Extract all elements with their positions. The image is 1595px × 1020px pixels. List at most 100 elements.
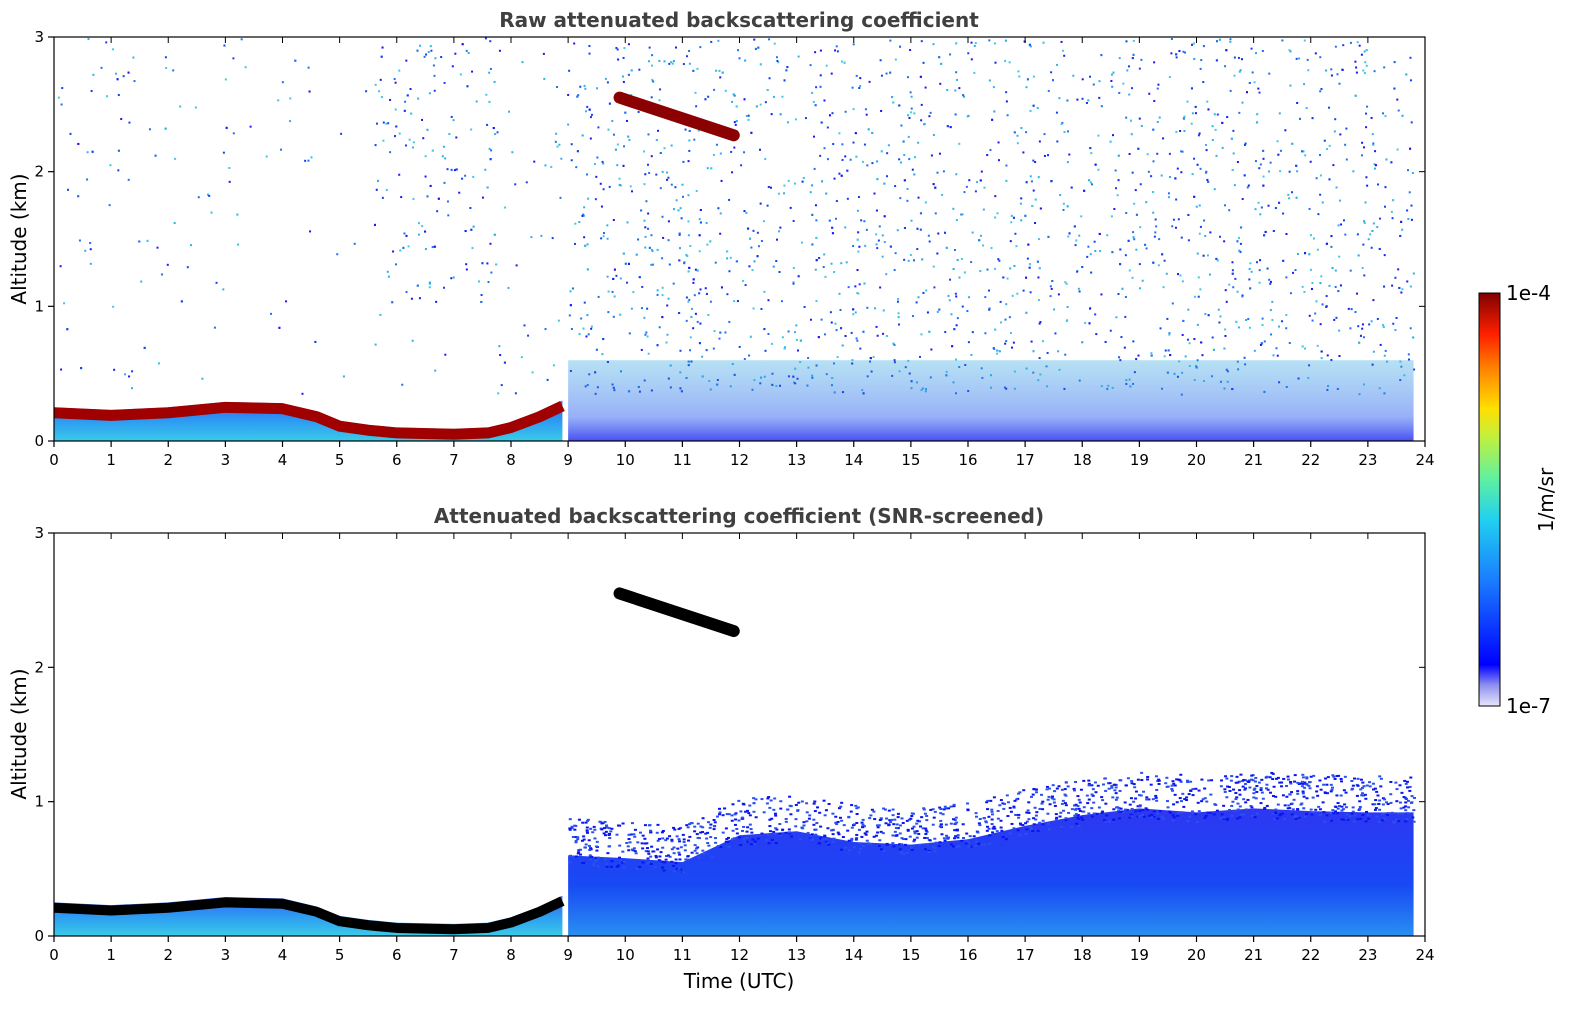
noise-pixel	[759, 63, 762, 66]
noise-pixel	[666, 304, 669, 307]
noise-pixel	[1162, 286, 1165, 289]
noise-pixel	[417, 233, 420, 236]
screened-pixel	[1242, 778, 1246, 781]
noise-pixel	[407, 245, 410, 248]
noise-pixel	[232, 132, 235, 135]
noise-pixel	[824, 333, 827, 336]
noise-pixel	[1144, 243, 1147, 246]
screened-pixel	[1206, 811, 1210, 814]
noise-pixel	[894, 58, 897, 61]
screened-pixel	[850, 837, 854, 840]
screened-pixel	[1014, 813, 1018, 816]
noise-pixel	[1363, 72, 1366, 75]
noise-pixel	[829, 311, 832, 314]
screened-pixel	[634, 852, 638, 855]
screened-pixel	[1220, 779, 1224, 782]
noise-pixel	[1013, 131, 1016, 134]
noise-pixel	[993, 347, 996, 350]
noise-pixel	[240, 38, 243, 41]
screened-pixel	[748, 804, 752, 807]
noise-pixel	[1022, 151, 1025, 154]
noise-pixel	[1120, 336, 1123, 339]
noise-pixel	[1262, 157, 1265, 160]
noise-pixel	[670, 183, 673, 186]
x-tick-label: 5	[335, 451, 345, 469]
noise-pixel	[743, 151, 746, 154]
screened-pixel	[1329, 819, 1333, 822]
x-tick-label: 21	[1244, 451, 1263, 469]
noise-pixel	[838, 132, 841, 135]
screened-pixel	[1139, 794, 1143, 797]
x-tick-label: 21	[1244, 946, 1263, 964]
noise-pixel	[1200, 341, 1203, 344]
noise-pixel	[454, 52, 457, 55]
screened-pixel	[571, 836, 575, 839]
screened-pixel	[687, 839, 691, 842]
screened-pixel	[621, 861, 625, 864]
noise-pixel	[695, 105, 698, 108]
noise-pixel	[310, 156, 313, 159]
screened-pixel	[1250, 778, 1254, 781]
screened-pixel	[615, 833, 619, 836]
noise-pixel	[879, 286, 882, 289]
screened-pixel	[910, 814, 914, 817]
screened-pixel	[742, 825, 746, 828]
noise-pixel	[663, 60, 666, 63]
noise-pixel	[1112, 71, 1115, 74]
noise-pixel	[395, 263, 398, 266]
screened-pixel	[1180, 800, 1184, 803]
noise-pixel	[1248, 326, 1251, 329]
screened-pixel	[1064, 781, 1068, 784]
screened-pixel	[1246, 798, 1250, 801]
noise-pixel	[991, 118, 994, 121]
screened-pixel	[784, 831, 788, 834]
screened-pixel	[784, 817, 788, 820]
screened-pixel	[1241, 813, 1245, 816]
noise-pixel	[680, 217, 683, 220]
screened-pixel	[1142, 790, 1146, 793]
noise-pixel	[1294, 269, 1297, 272]
screened-pixel	[1374, 807, 1378, 810]
noise-pixel	[1365, 64, 1368, 67]
noise-pixel	[1296, 170, 1299, 173]
noise-pixel	[381, 196, 384, 199]
noise-pixel	[379, 78, 382, 81]
screened-pixel	[847, 839, 851, 842]
noise-pixel	[883, 241, 886, 244]
screened-pixel	[1060, 788, 1064, 791]
noise-pixel	[844, 334, 847, 337]
screened-pixel	[1070, 808, 1074, 811]
screened-pixel	[1186, 820, 1190, 823]
screened-pixel	[1114, 792, 1118, 795]
noise-pixel	[1282, 259, 1285, 262]
noise-pixel	[1282, 212, 1285, 215]
screened-pixel	[770, 838, 774, 841]
noise-pixel	[1089, 307, 1092, 310]
noise-pixel	[949, 126, 952, 129]
noise-pixel	[1296, 101, 1299, 104]
noise-pixel	[626, 221, 629, 224]
noise-pixel	[1181, 150, 1184, 153]
noise-pixel	[1113, 207, 1116, 210]
screened-pixel	[1185, 796, 1189, 799]
noise-pixel	[556, 145, 559, 148]
screened-pixel	[1125, 808, 1129, 811]
screened-pixel	[1272, 785, 1276, 788]
screened-pixel	[1253, 787, 1257, 790]
noise-pixel	[1274, 207, 1277, 210]
noise-pixel	[881, 234, 884, 237]
screened-pixel	[1177, 778, 1181, 781]
noise-pixel	[621, 75, 624, 78]
noise-pixel	[1094, 250, 1097, 253]
screened-pixel	[1234, 798, 1238, 801]
screened-pixel	[600, 822, 604, 825]
noise-pixel	[643, 219, 646, 222]
noise-pixel	[426, 128, 429, 131]
screened-pixel	[656, 839, 660, 842]
noise-pixel	[1182, 319, 1185, 322]
noise-pixel	[767, 299, 770, 302]
screened-pixel	[746, 826, 750, 829]
noise-pixel	[437, 197, 440, 200]
screened-pixel	[896, 816, 900, 819]
noise-pixel	[836, 356, 839, 359]
